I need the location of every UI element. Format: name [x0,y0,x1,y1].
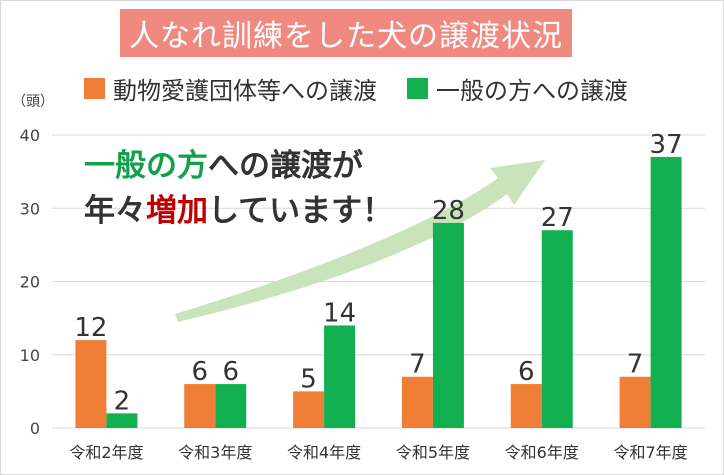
callout-highlight-increase: 増加 [146,193,208,229]
callout-line1: 一般の方への譲渡が [84,140,363,185]
value-label-orange-5: 7 [627,350,644,380]
category-label-5: 令和7年度 [613,443,687,462]
bar-green-0 [106,413,138,428]
bars [75,156,682,428]
callout-highlight-public: 一般の方 [84,148,208,184]
trend-arrow [175,160,545,322]
y-tick-label: 10 [20,346,40,365]
legend-item-orgs: 動物愛護団体等への譲渡 [84,71,377,106]
y-axis: 0 10 20 30 40 [20,126,40,438]
value-label-green-3: 28 [432,196,465,226]
legend-item-public: 一般の方への譲渡 [407,71,628,106]
bar-orange-2 [293,391,325,428]
category-label-1: 令和3年度 [178,443,252,462]
callout-text-2b: しています！ [208,193,394,229]
y-tick-label: 20 [20,273,40,292]
bar-green-4 [541,230,573,428]
bar-orange-0 [75,340,107,428]
legend-label-public: 一般の方への譲渡 [436,76,628,105]
bar-green-5 [650,156,682,428]
value-label-green-4: 27 [541,203,574,233]
bar-green-1 [215,384,247,428]
value-label-orange-4: 6 [518,357,535,387]
bar-orange-4 [510,384,542,428]
value-label-orange-1: 6 [191,357,208,387]
y-tick-label: 40 [20,126,40,145]
legend-swatch-orange [84,77,105,99]
chart-title: 人なれ訓練をした犬の譲渡状況 [129,19,563,54]
callout-text-1: への譲渡が [208,148,363,184]
title-banner: 人なれ訓練をした犬の譲渡状況 [120,9,572,57]
bar-orange-5 [619,376,651,428]
value-label-green-0: 2 [114,386,131,416]
y-tick-label: 30 [20,199,40,218]
y-tick-label: 0 [30,419,40,438]
value-label-green-1: 6 [222,357,239,387]
legend-swatch-green [407,77,428,99]
callout-line2: 年々増加しています！ [84,185,393,230]
bar-orange-1 [184,384,216,428]
value-label-orange-0: 12 [74,313,107,343]
value-label-green-2: 14 [323,298,356,328]
bar-green-3 [432,222,464,428]
gridlines [52,134,705,429]
category-label-2: 令和4年度 [287,443,361,462]
callout-text-2a: 年々 [84,193,146,229]
value-label-green-5: 37 [650,130,683,160]
unit-label: （頭） [12,94,54,110]
category-label-3: 令和5年度 [396,443,470,462]
category-labels: 令和2年度 令和3年度 令和4年度 令和5年度 令和6年度 令和7年度 [69,443,687,462]
bar-orange-3 [401,376,433,428]
category-label-4: 令和6年度 [505,443,579,462]
bar-green-2 [324,325,356,428]
category-label-0: 令和2年度 [69,443,143,462]
value-label-orange-3: 7 [409,350,426,380]
legend: 動物愛護団体等への譲渡 一般の方への譲渡 [84,68,658,108]
legend-label-orgs: 動物愛護団体等への譲渡 [113,76,377,105]
value-label-orange-2: 5 [300,364,317,394]
